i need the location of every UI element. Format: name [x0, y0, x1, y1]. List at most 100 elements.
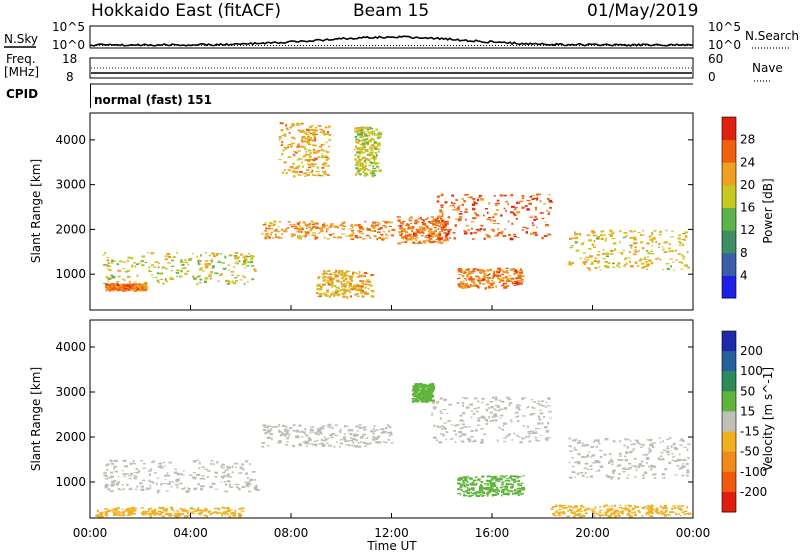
colorbar-tick-label: -15	[740, 425, 760, 439]
echo-cell	[487, 274, 491, 276]
echo-cell	[364, 220, 367, 223]
echo-cell	[630, 231, 634, 233]
echo-cell	[334, 291, 338, 294]
echo-cell	[376, 237, 380, 240]
echo-cell	[423, 229, 426, 232]
echo-cell	[141, 263, 145, 267]
velocity-heatmap	[95, 383, 692, 518]
echo-cell	[508, 479, 511, 482]
echo-cell	[278, 440, 282, 443]
echo-cell	[165, 475, 170, 477]
echo-cell	[291, 136, 294, 139]
echo-cell	[322, 443, 326, 446]
echo-cell	[334, 434, 338, 437]
echo-cell	[651, 513, 654, 514]
echo-cell	[330, 223, 333, 225]
echo-cell	[456, 424, 461, 426]
echo-cell	[182, 470, 185, 472]
echo-cell	[281, 153, 284, 156]
echo-cell	[271, 231, 273, 234]
echo-cell	[522, 415, 526, 417]
echo-cell	[440, 204, 445, 206]
echo-cell	[517, 477, 520, 479]
echo-cell	[228, 269, 231, 271]
echo-cell	[322, 143, 325, 146]
echo-cell	[634, 439, 639, 442]
echo-cell	[367, 280, 372, 284]
echo-cell	[356, 171, 360, 174]
echo-cell	[193, 478, 197, 480]
echo-cell	[472, 217, 476, 220]
echo-cell	[464, 479, 468, 482]
echo-cell	[665, 263, 670, 265]
colorbar-segment	[722, 117, 736, 141]
echo-cell	[638, 511, 641, 513]
echo-cell	[597, 461, 601, 464]
echo-cell	[372, 155, 375, 158]
echo-cell	[360, 285, 364, 288]
echo-cell	[186, 514, 189, 518]
echo-cell	[237, 483, 240, 486]
echo-cell	[141, 255, 146, 258]
echo-cell	[488, 407, 490, 410]
echo-cell	[431, 392, 434, 394]
echo-cell	[290, 144, 293, 146]
echo-cell	[349, 291, 352, 294]
echo-cell	[126, 288, 130, 291]
echo-cell	[354, 127, 359, 130]
echo-cell	[662, 440, 664, 442]
echo-cell	[496, 209, 499, 211]
echo-cell	[495, 479, 498, 482]
echo-cell	[192, 513, 196, 515]
echo-cell	[221, 513, 225, 515]
echo-cell	[574, 241, 578, 244]
echo-cell	[463, 230, 467, 233]
echo-cell	[240, 510, 245, 512]
echo-cell	[544, 406, 547, 409]
echo-cell	[687, 512, 692, 515]
echo-cell	[284, 169, 286, 171]
echo-cell	[211, 265, 215, 268]
echo-cell	[512, 478, 517, 481]
echo-cell	[231, 274, 234, 276]
echo-cell	[99, 514, 103, 517]
echo-cell	[322, 273, 325, 276]
echo-cell	[422, 223, 426, 226]
echo-cell	[472, 238, 475, 240]
echo-cell	[373, 159, 376, 162]
echo-cell	[574, 439, 576, 442]
echo-cell	[648, 447, 651, 450]
echo-cell	[110, 471, 113, 474]
echo-cell	[612, 242, 617, 245]
echo-cell	[288, 132, 291, 134]
echo-cell	[330, 444, 332, 447]
echo-cell	[482, 270, 485, 272]
echo-cell	[226, 465, 229, 469]
echo-cell	[313, 144, 317, 147]
echo-cell	[220, 481, 222, 483]
echo-cell	[666, 447, 670, 450]
echo-cell	[473, 397, 478, 400]
echo-cell	[365, 143, 369, 146]
echo-cell	[414, 386, 419, 388]
echo-cell	[678, 467, 682, 470]
echo-cell	[517, 415, 520, 417]
colorbar-segment	[722, 391, 736, 412]
echo-cell	[296, 159, 299, 161]
echo-cell	[123, 288, 128, 290]
y-tick-label: 4000	[55, 133, 86, 147]
echo-cell	[475, 212, 477, 216]
colorbar-tick-label: 24	[740, 155, 755, 169]
echo-cell	[463, 433, 467, 436]
echo-cell	[488, 489, 491, 492]
echo-cell	[329, 433, 333, 437]
echo-cell	[510, 483, 515, 486]
echo-cell	[536, 440, 540, 442]
echo-cell	[214, 507, 218, 510]
echo-cell	[121, 511, 125, 514]
echo-cell	[313, 151, 316, 154]
echo-cell	[365, 280, 368, 283]
echo-cell	[398, 225, 403, 227]
echo-cell	[603, 234, 606, 236]
nsearch-tick-bottom: 10^0	[708, 38, 741, 52]
